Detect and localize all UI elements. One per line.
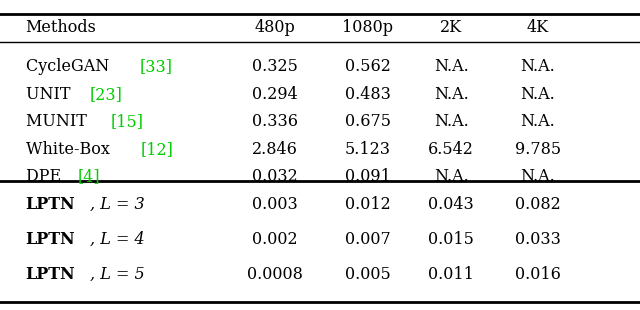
Text: , L = 3: , L = 3 (90, 196, 144, 213)
Text: DPE: DPE (26, 168, 66, 185)
Text: MUNIT: MUNIT (26, 113, 92, 130)
Text: N.A.: N.A. (520, 168, 555, 185)
Text: N.A.: N.A. (520, 113, 555, 130)
Text: UNIT: UNIT (26, 86, 76, 103)
Text: 0.325: 0.325 (252, 58, 298, 75)
Text: 0.091: 0.091 (345, 168, 391, 185)
Text: 0.007: 0.007 (345, 231, 391, 248)
Text: 0.032: 0.032 (252, 168, 298, 185)
Text: 0.016: 0.016 (515, 266, 561, 283)
Text: 0.043: 0.043 (428, 196, 474, 213)
Text: [23]: [23] (90, 86, 122, 103)
Text: 0.336: 0.336 (252, 113, 298, 130)
Text: 0.011: 0.011 (428, 266, 474, 283)
Text: 0.002: 0.002 (252, 231, 298, 248)
Text: [12]: [12] (140, 141, 173, 158)
Text: N.A.: N.A. (434, 113, 468, 130)
Text: [4]: [4] (77, 168, 100, 185)
Text: 0.033: 0.033 (515, 231, 561, 248)
Text: N.A.: N.A. (434, 86, 468, 103)
Text: White-Box: White-Box (26, 141, 115, 158)
Text: 0.294: 0.294 (252, 86, 298, 103)
Text: 9.785: 9.785 (515, 141, 561, 158)
Text: N.A.: N.A. (520, 58, 555, 75)
Text: N.A.: N.A. (520, 86, 555, 103)
Text: 0.012: 0.012 (345, 196, 391, 213)
Text: 4K: 4K (527, 20, 548, 36)
Text: [33]: [33] (140, 58, 173, 75)
Text: 0.675: 0.675 (345, 113, 391, 130)
Text: 2K: 2K (440, 20, 462, 36)
Text: Methods: Methods (26, 20, 97, 36)
Text: LPTN: LPTN (26, 231, 76, 248)
Text: [15]: [15] (111, 113, 144, 130)
Text: CycleGAN: CycleGAN (26, 58, 114, 75)
Text: 5.123: 5.123 (345, 141, 391, 158)
Text: 6.542: 6.542 (428, 141, 474, 158)
Text: 0.0008: 0.0008 (247, 266, 303, 283)
Text: N.A.: N.A. (434, 168, 468, 185)
Text: , L = 4: , L = 4 (90, 231, 144, 248)
Text: 0.003: 0.003 (252, 196, 298, 213)
Text: , L = 5: , L = 5 (90, 266, 144, 283)
Text: LPTN: LPTN (26, 196, 76, 213)
Text: 0.562: 0.562 (345, 58, 391, 75)
Text: 0.015: 0.015 (428, 231, 474, 248)
Text: 0.483: 0.483 (345, 86, 391, 103)
Text: LPTN: LPTN (26, 266, 76, 283)
Text: 1080p: 1080p (342, 20, 394, 36)
Text: 0.005: 0.005 (345, 266, 391, 283)
Text: 480p: 480p (255, 20, 296, 36)
Text: N.A.: N.A. (434, 58, 468, 75)
Text: 0.082: 0.082 (515, 196, 561, 213)
Text: 2.846: 2.846 (252, 141, 298, 158)
